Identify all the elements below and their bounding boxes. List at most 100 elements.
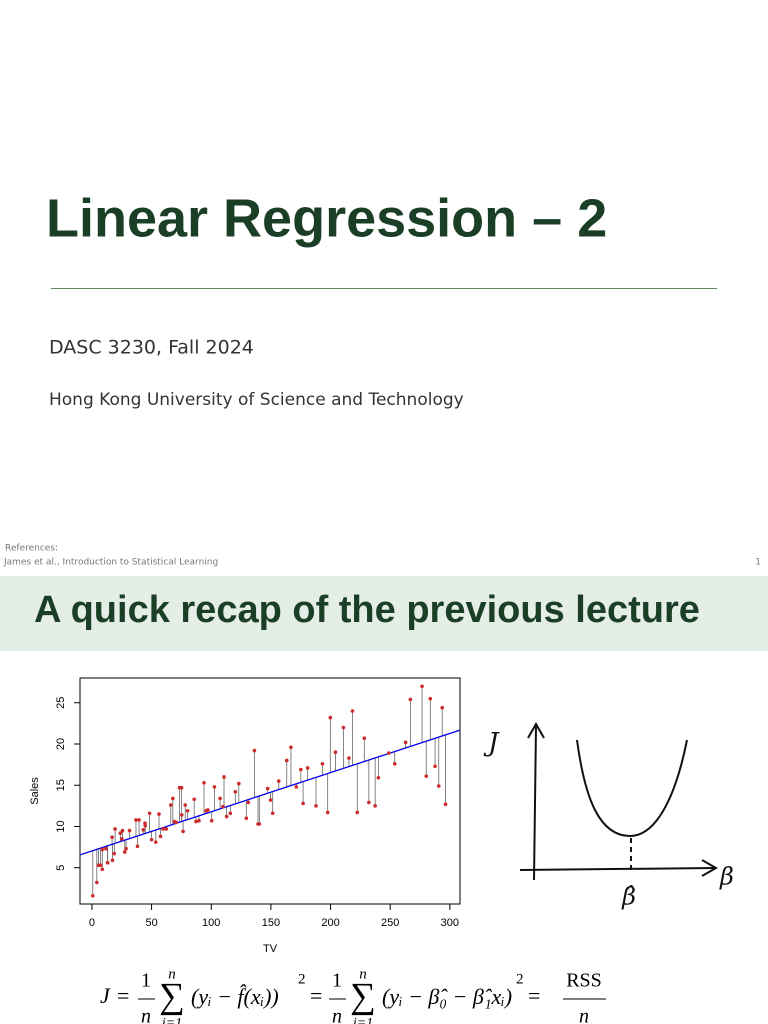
data-point [328, 715, 333, 720]
data-point [314, 804, 318, 808]
data-point [95, 880, 99, 885]
formula-part: (yᵢ − β̂₀ − β̂₁xᵢ) [382, 984, 512, 1009]
formula-part: = [310, 983, 322, 1008]
data-point [218, 796, 222, 801]
formula-part: n [332, 1006, 342, 1024]
data-point [222, 775, 226, 779]
data-point [164, 827, 169, 831]
data-point [284, 758, 289, 763]
data-point [122, 850, 127, 854]
data-point [420, 684, 424, 689]
title-slide: Linear Regression – 2 DASC 3230, Fall 20… [3, 188, 761, 567]
data-point [289, 745, 293, 750]
data-point [436, 784, 441, 788]
data-point [110, 835, 114, 839]
data-point [362, 736, 367, 741]
y-tick-label: 20 [55, 738, 67, 750]
affiliation: Hong Kong University of Science and Tech… [49, 390, 464, 410]
data-point [268, 798, 273, 802]
data-point [350, 709, 355, 713]
data-point [183, 803, 188, 807]
data-point [157, 812, 161, 816]
slide-title: Linear Regression – 2 [46, 188, 607, 248]
data-point [147, 811, 152, 816]
data-point [209, 818, 214, 823]
x-tick-label: 300 [441, 917, 459, 929]
data-point [124, 846, 128, 851]
data-point [224, 814, 229, 819]
data-point [112, 851, 117, 856]
data-point [408, 697, 413, 702]
formula-part: ∑ [159, 975, 185, 1015]
data-point [120, 828, 125, 833]
data-point [105, 860, 110, 865]
data-point [246, 800, 251, 805]
data-point [367, 800, 371, 805]
data-point [113, 827, 117, 831]
data-point [158, 834, 163, 839]
formula-part: i=1 [162, 1016, 182, 1024]
formula-part: i=1 [353, 1016, 373, 1024]
formula-part: 1 [332, 970, 342, 992]
data-point [443, 802, 448, 806]
data-point [341, 725, 346, 730]
data-point [137, 818, 141, 822]
formula-part: n [168, 966, 176, 982]
x-tick-label: 200 [321, 917, 339, 929]
formula-part: (yᵢ − f̂(xᵢ)) [191, 984, 279, 1009]
data-point [373, 804, 377, 808]
data-point [110, 858, 115, 863]
data-point [265, 786, 270, 791]
data-point [325, 810, 330, 815]
data-point [179, 785, 184, 790]
formula-part: 2 [516, 971, 524, 987]
formula-part: 1 [141, 970, 151, 992]
formula-part: n [579, 1006, 589, 1024]
data-point [347, 756, 351, 760]
data-point [440, 705, 445, 710]
data-point [135, 844, 140, 849]
data-point [153, 840, 158, 844]
recap-slide: A quick recap of the previous lecture 0 5… [0, 576, 768, 1024]
formula-part: 2 [298, 971, 306, 987]
scatter-plot: 0 50 100 150 200 250 300 5 10 15 20 25 TV Sales [29, 677, 461, 955]
data-point [299, 767, 303, 772]
data-point [134, 818, 138, 822]
formula-part: RSS [566, 970, 602, 992]
references-label: References: [5, 544, 58, 554]
formula: J =1nn∑i=1(yᵢ − f̂(xᵢ))2=1nn∑i=1(yᵢ − β̂₀… [100, 966, 606, 1024]
data-point [206, 808, 210, 812]
formula-part: ∑ [350, 975, 376, 1015]
x-tick-label: 150 [262, 917, 280, 929]
data-point [179, 813, 184, 817]
data-point [221, 804, 225, 809]
y-tick-label: 25 [55, 697, 67, 709]
data-point [276, 779, 281, 783]
data-point [301, 801, 305, 806]
x-tick-label: 0 [89, 917, 95, 929]
formula-part: n [141, 1006, 151, 1024]
data-point [386, 751, 391, 755]
data-point [244, 816, 249, 821]
sketch-min-label: β̂ [621, 883, 636, 911]
data-point [100, 847, 104, 852]
data-point [100, 867, 105, 872]
data-point [174, 820, 178, 825]
y-axis-label: Sales [29, 777, 41, 805]
data-point [185, 808, 190, 813]
data-point [305, 766, 310, 770]
data-point [192, 797, 196, 802]
data-point [168, 803, 173, 807]
data-point [149, 837, 154, 842]
data-point [428, 696, 433, 701]
data-point [270, 811, 275, 816]
data-point [143, 823, 148, 828]
data-point [98, 863, 103, 868]
y-tick-label: 10 [55, 820, 67, 832]
data-point [424, 774, 429, 778]
data-point [252, 748, 257, 753]
data-point [294, 785, 299, 789]
x-tick-label: 50 [145, 917, 157, 929]
y-tick-label: 5 [55, 865, 67, 871]
